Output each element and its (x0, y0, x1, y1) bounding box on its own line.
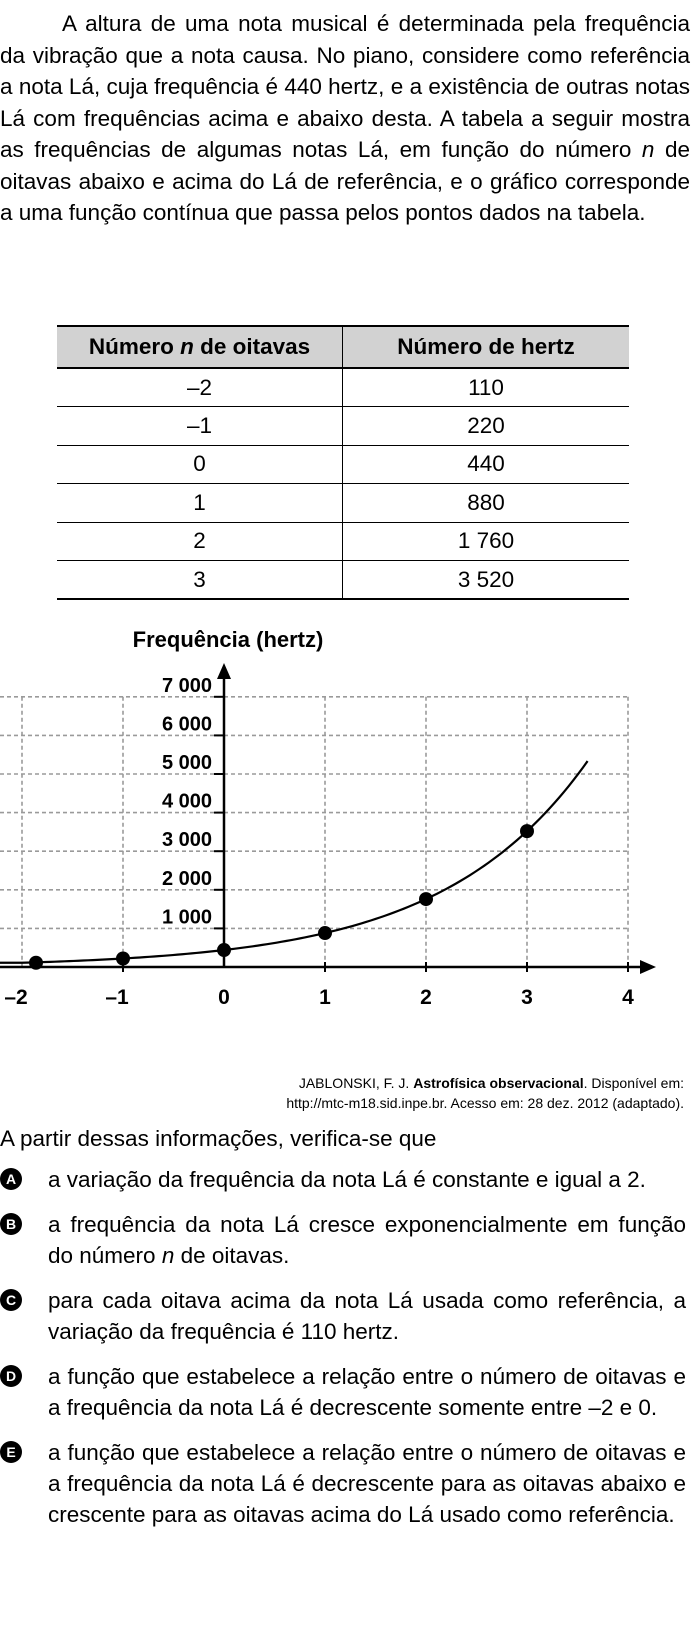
y-axis-label: Frequência (hertz) (133, 627, 324, 652)
cell-octave: 3 (57, 560, 343, 601)
x-tick-label: 3 (521, 986, 533, 1009)
option-b[interactable]: B a frequência da nota Lá cresce exponen… (0, 1209, 686, 1271)
y-tick-label: 6 000 (162, 713, 212, 735)
data-point (217, 943, 231, 958)
intro-text: A altura de uma nota musical é determina… (0, 8, 690, 229)
cell-hertz: 1 760 (342, 522, 629, 561)
source-line-2: http://mtc-m18.sid.inpe.br. Acesso em: 2… (286, 1095, 684, 1111)
intro-part-1: A altura de uma nota musical é determina… (0, 11, 690, 162)
intro-part-2: de oitavas abaixo e acima do Lá de refer… (0, 137, 690, 225)
x-tick-label: 2 (420, 986, 432, 1009)
y-tick-label: 4 000 (162, 791, 212, 813)
table-header-row: Número n de oitavas Número de hertz (57, 325, 629, 369)
x-tick-label: –1 (105, 986, 129, 1009)
cell-octave: –2 (57, 368, 343, 408)
option-d[interactable]: D a função que estabelece a relação entr… (0, 1361, 686, 1423)
y-tick-label: 7 000 (162, 675, 212, 697)
point-layer (29, 824, 534, 970)
cell-hertz: 880 (342, 483, 629, 523)
frequency-table: Número n de oitavas Número de hertz –2 11… (57, 325, 629, 601)
cell-hertz: 110 (342, 368, 629, 408)
frequency-chart: 1 000 2 000 3 000 4 000 5 000 6 000 7 000 –2 –1 0… (0, 627, 656, 1009)
option-b-post: de oitavas. (174, 1243, 290, 1268)
y-tick-label: 2 000 (162, 868, 212, 890)
cell-hertz: 440 (342, 445, 629, 485)
curve-layer (0, 760, 589, 964)
cell-octave: 0 (57, 445, 343, 485)
x-tick-label: 0 (218, 986, 230, 1009)
x-tick-label: –2 (4, 986, 27, 1009)
intro-paragraph: A altura de uma nota musical é determina… (0, 8, 690, 229)
data-point (318, 926, 332, 941)
option-b-badge: B (0, 1213, 22, 1235)
option-c-text: para cada oitava acima da nota Lá usada … (48, 1288, 686, 1344)
data-point (116, 951, 130, 966)
source-title: Astrofísica observacional (413, 1075, 584, 1091)
source-line-1: JABLONSKI, F. J. Astrofísica observacion… (286, 1073, 684, 1093)
option-e[interactable]: E a função que estabelece a relação entr… (0, 1437, 686, 1530)
option-a[interactable]: A a variação da frequência da nota Lá é … (0, 1164, 686, 1195)
data-point (419, 892, 433, 907)
intro-variable-n: n (641, 137, 655, 162)
label-layer: 1 000 2 000 3 000 4 000 5 000 6 000 7 000 –2 –1 0… (4, 627, 634, 1009)
option-d-badge: D (0, 1365, 22, 1387)
header-hertz: Número de hertz (342, 325, 629, 369)
data-point (520, 824, 534, 839)
header-octaves-n: n (180, 334, 194, 359)
header-octaves-pre: Número (88, 334, 181, 359)
option-c-badge: C (0, 1289, 22, 1311)
option-e-badge: E (0, 1441, 22, 1463)
header-octaves-post: de oitavas (193, 334, 311, 359)
table-row: 1 880 (57, 483, 629, 523)
cell-octave: 1 (57, 483, 343, 523)
question-prompt: A partir dessas informações, verifica-se… (0, 1126, 437, 1151)
header-octaves: Número n de oitavas (57, 325, 343, 369)
y-tick-label: 3 000 (162, 829, 212, 851)
table-row: 0 440 (57, 445, 629, 485)
answer-options: A a variação da frequência da nota Lá é … (0, 1164, 686, 1530)
cell-hertz: 3 520 (342, 560, 629, 601)
x-axis-arrow (640, 960, 656, 974)
table-row: –1 220 (57, 406, 629, 446)
x-tick-label: 4 (622, 986, 634, 1009)
y-tick-label: 5 000 (162, 752, 212, 774)
option-d-text: a função que estabelece a relação entre … (48, 1364, 686, 1420)
option-e-text: a função que estabelece a relação entre … (48, 1440, 686, 1527)
y-axis-arrow (217, 663, 231, 679)
exponential-curve (0, 760, 589, 964)
cell-hertz: 220 (342, 406, 629, 446)
option-a-text: a variação da frequência da nota Lá é co… (48, 1167, 646, 1192)
option-b-pre: a frequência da nota Lá cresce exponenci… (48, 1212, 686, 1268)
option-b-n: n (161, 1243, 175, 1268)
source-citation: JABLONSKI, F. J. Astrofísica observacion… (286, 1073, 684, 1113)
axis-layer (0, 663, 656, 974)
cell-octave: –1 (57, 406, 343, 446)
data-point (29, 955, 43, 970)
option-a-badge: A (0, 1168, 22, 1190)
y-tick-label: 1 000 (162, 906, 212, 928)
x-tick-label: 1 (319, 986, 331, 1009)
option-c[interactable]: C para cada oitava acima da nota Lá usad… (0, 1285, 686, 1347)
cell-octave: 2 (57, 522, 343, 561)
source-author: JABLONSKI, F. J. (298, 1075, 414, 1091)
source-available: . Disponível em: (583, 1075, 684, 1091)
table-row: –2 110 (57, 368, 629, 408)
option-b-text: a frequência da nota Lá cresce exponenci… (48, 1209, 686, 1271)
